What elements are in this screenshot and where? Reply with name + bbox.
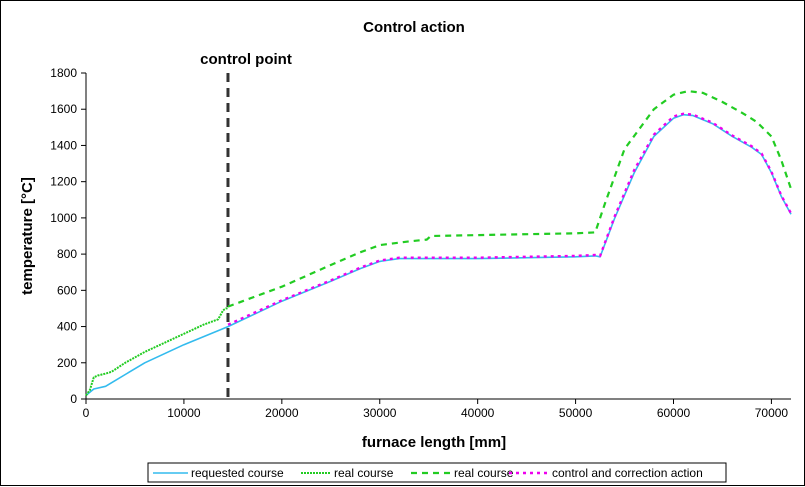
x-tick-label: 30000: [363, 406, 397, 420]
x-tick-label: 10000: [167, 406, 201, 420]
legend-label-1: requested course: [191, 466, 284, 480]
y-tick-label: 1400: [50, 138, 77, 152]
x-tick-label: 20000: [265, 406, 299, 420]
series-line-1: [85, 113, 792, 397]
legend-label-3: real course: [454, 466, 514, 480]
y-tick-label: 1600: [50, 102, 77, 116]
x-tick-label: 50000: [559, 406, 593, 420]
y-tick-label: 1800: [50, 66, 77, 80]
y-tick-label: 600: [57, 283, 77, 297]
y-tick-label: 400: [57, 320, 77, 334]
y-axis-label: temperature [°C]: [19, 177, 36, 295]
x-tick-label: 0: [83, 406, 90, 420]
series-line-4: [227, 112, 793, 326]
y-tick-label: 1000: [50, 211, 77, 225]
series-line-2: [85, 307, 228, 396]
legend-label-4: control and correction action: [552, 466, 703, 480]
plot-area: 0 200 400 600 800 1000 1200 1400 1600 1800 0 10000 2…: [50, 66, 793, 420]
y-tick-label: 200: [57, 356, 77, 370]
chart-title: Control action: [363, 19, 465, 36]
legend: requested course real course real course co…: [147, 462, 727, 483]
y-tick-label: 800: [57, 247, 77, 261]
x-axis-label: furnace length [mm]: [362, 434, 506, 451]
x-tick-label: 40000: [461, 406, 495, 420]
y-tick-label: 1200: [50, 175, 77, 189]
x-tick-label: 70000: [755, 406, 789, 420]
series-line-3: [227, 89, 793, 308]
legend-label-2: real course: [334, 466, 394, 480]
control-point-label: control point: [200, 51, 292, 68]
y-tick-label: 0: [70, 392, 77, 406]
x-tick-label: 60000: [657, 406, 691, 420]
